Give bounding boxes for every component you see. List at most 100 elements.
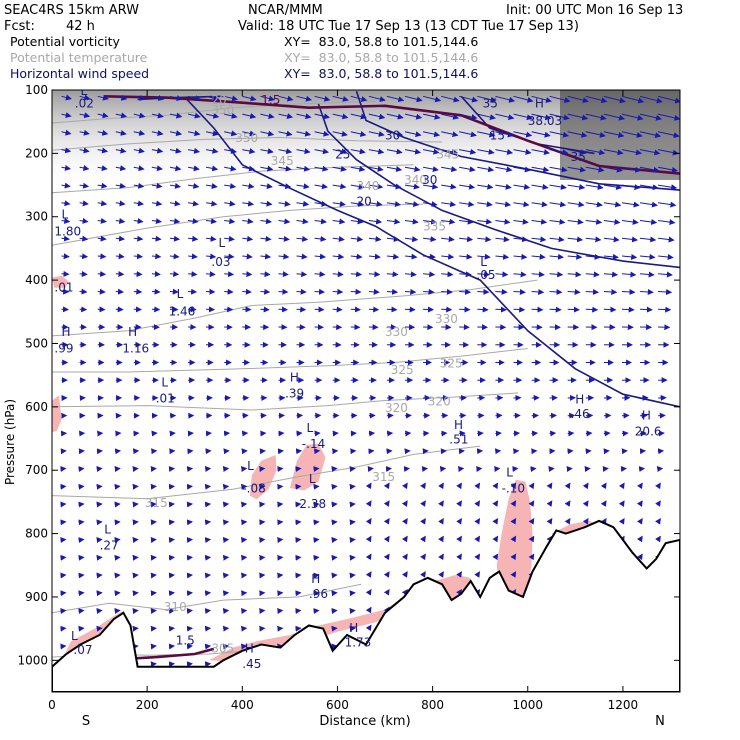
- wind-vector: [97, 288, 106, 295]
- wind-vector: [205, 95, 220, 102]
- wind-vector: [169, 112, 183, 119]
- extremum-value: 2.38: [299, 497, 326, 511]
- wind-vector: [133, 235, 144, 242]
- wind-vector: [603, 288, 618, 295]
- wind-contour-30: [355, 91, 680, 191]
- wind-vector: [585, 306, 599, 313]
- wind-vector: [278, 200, 291, 207]
- contour-value-label: 315: [145, 496, 168, 510]
- wind-vector: [61, 235, 70, 242]
- wind-vector: [278, 183, 292, 190]
- wind-vector: [495, 113, 515, 121]
- wind-vector: [242, 148, 256, 154]
- wind-vector: [332, 200, 346, 207]
- wind-vector: [61, 217, 71, 224]
- extremum-value: 1.16: [122, 341, 149, 355]
- wind-vector: [133, 253, 143, 260]
- plot-frame: [51, 89, 681, 693]
- wind-vector: [368, 236, 382, 243]
- wind-vector: [332, 288, 344, 295]
- wind-vector: [549, 236, 565, 243]
- wind-vector: [513, 236, 529, 243]
- theta-contour-320: [52, 392, 519, 411]
- wind-vector: [296, 218, 309, 225]
- wind-vector: [260, 218, 272, 225]
- wind-vector: [187, 95, 202, 102]
- wind-vector: [658, 184, 678, 191]
- wind-vector: [658, 306, 672, 313]
- wind-vector: [386, 253, 400, 260]
- wind-vector: [459, 131, 477, 138]
- wind-vector: [188, 271, 198, 278]
- wind-vector: [459, 148, 477, 155]
- wind-vector: [79, 270, 88, 277]
- wind-vector: [368, 218, 383, 225]
- wind-vector: [205, 130, 219, 137]
- wind-vector: [97, 235, 107, 242]
- wind-vector: [206, 147, 219, 154]
- pv-shade-region: [52, 275, 69, 288]
- wind-vector: [603, 95, 626, 104]
- wind-vector: [618, 500, 625, 507]
- contour-value-label: 35: [483, 97, 498, 111]
- extremum-marker: H: [62, 325, 71, 339]
- wind-vector: [567, 201, 585, 208]
- wind-vector: [332, 130, 348, 137]
- extremum-value: .39: [285, 386, 304, 400]
- org-title: NCAR/MMM: [248, 3, 323, 18]
- wind-vector: [332, 271, 344, 278]
- wind-vector: [115, 235, 125, 242]
- model-title: SEAC4RS 15km ARW: [4, 3, 139, 18]
- wind-vector: [79, 147, 90, 154]
- x-tick-label: 1200: [608, 698, 639, 712]
- wind-vector: [401, 553, 408, 561]
- wind-vector: [314, 235, 327, 242]
- extremum-marker: L: [247, 459, 254, 473]
- extremum-value: .45: [242, 657, 261, 671]
- wind-vector: [495, 131, 514, 138]
- wind-vector: [188, 253, 198, 260]
- wind-vector: [422, 131, 441, 138]
- wind-vector: [441, 218, 456, 225]
- wind-vector: [115, 94, 128, 101]
- wind-vector: [567, 218, 584, 225]
- wind-vector: [564, 482, 571, 490]
- wind-vector: [365, 571, 372, 578]
- wind-vector: [350, 183, 365, 190]
- extremum-marker: H: [128, 325, 137, 339]
- wind-vector: [365, 535, 372, 543]
- y-tick-label: 700: [25, 463, 48, 477]
- wind-vector: [188, 182, 200, 189]
- wind-vector: [332, 165, 347, 172]
- y-tick-label: 100: [25, 83, 48, 97]
- contour-value-label: 350: [211, 103, 234, 117]
- wind-vector: [79, 217, 89, 224]
- wind-vector: [169, 165, 182, 172]
- wind-vector: [423, 218, 438, 225]
- wind-vector: [386, 201, 401, 207]
- theta-contour-layer: [52, 100, 538, 658]
- wind-vector: [386, 288, 399, 295]
- x-end-label-right: N: [655, 714, 665, 729]
- wind-vector: [549, 95, 571, 103]
- wind-vector: [61, 94, 72, 101]
- contour-value-label: 30: [422, 173, 437, 187]
- wind-vector: [639, 131, 662, 139]
- wind-vector: [404, 166, 421, 172]
- extremum-value: .01: [54, 281, 73, 295]
- wind-vector: [585, 236, 602, 243]
- wind-vector: [314, 95, 331, 102]
- wind-vector: [459, 201, 475, 208]
- wind-vector: [278, 113, 294, 120]
- wind-vector: [549, 218, 566, 225]
- wind-vector: [224, 112, 238, 119]
- wind-vector: [621, 253, 638, 260]
- wind-vector: [332, 253, 345, 260]
- wind-vector: [477, 288, 490, 295]
- wind-vector: [585, 166, 605, 173]
- wind-vector: [603, 306, 617, 313]
- wind-vector: [636, 517, 643, 525]
- wind-vector: [657, 95, 680, 104]
- wind-vector: [260, 235, 272, 242]
- x-axis-label: Distance (km): [319, 714, 410, 729]
